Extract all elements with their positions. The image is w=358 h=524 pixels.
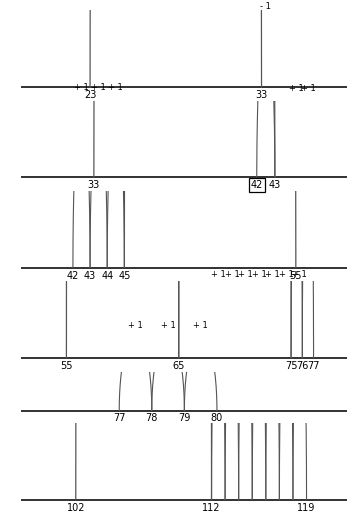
Text: + 1: + 1 — [265, 270, 280, 279]
Text: 80: 80 — [211, 413, 223, 423]
Text: 112: 112 — [202, 503, 221, 513]
Text: + 1: + 1 — [224, 270, 239, 279]
Text: 102: 102 — [67, 503, 85, 513]
Text: 76: 76 — [296, 361, 309, 371]
Text: 44: 44 — [101, 270, 113, 281]
Text: 43: 43 — [269, 180, 281, 190]
Text: 45: 45 — [118, 270, 131, 281]
Text: + 1: + 1 — [193, 321, 208, 330]
Text: 43: 43 — [84, 270, 96, 281]
Text: 65: 65 — [173, 361, 185, 371]
Text: + 1: + 1 — [91, 83, 106, 92]
Text: + 1: + 1 — [279, 270, 294, 279]
Text: 23: 23 — [84, 90, 96, 100]
Text: + 1: + 1 — [289, 84, 304, 93]
Text: + 1: + 1 — [211, 270, 226, 279]
Text: 77: 77 — [307, 361, 320, 371]
Text: 33: 33 — [88, 180, 100, 190]
Text: + 1: + 1 — [128, 321, 143, 330]
Text: + 1: + 1 — [108, 83, 123, 92]
Text: 119: 119 — [297, 503, 316, 513]
Text: + 1: + 1 — [238, 270, 253, 279]
Text: + 1: + 1 — [74, 83, 89, 92]
Text: 55: 55 — [290, 270, 302, 281]
Text: 77: 77 — [113, 413, 125, 423]
Text: 42: 42 — [67, 270, 79, 281]
Text: - 1: - 1 — [260, 2, 271, 11]
Text: + 1: + 1 — [161, 321, 175, 330]
Text: 42: 42 — [251, 180, 263, 190]
Text: + 1: + 1 — [292, 270, 307, 279]
Text: 79: 79 — [178, 413, 190, 423]
Text: 33: 33 — [255, 90, 268, 100]
Text: 75: 75 — [285, 361, 297, 371]
Text: 78: 78 — [146, 413, 158, 423]
Text: + 1: + 1 — [252, 270, 266, 279]
Text: 55: 55 — [60, 361, 73, 371]
Text: + 1: + 1 — [301, 84, 315, 93]
